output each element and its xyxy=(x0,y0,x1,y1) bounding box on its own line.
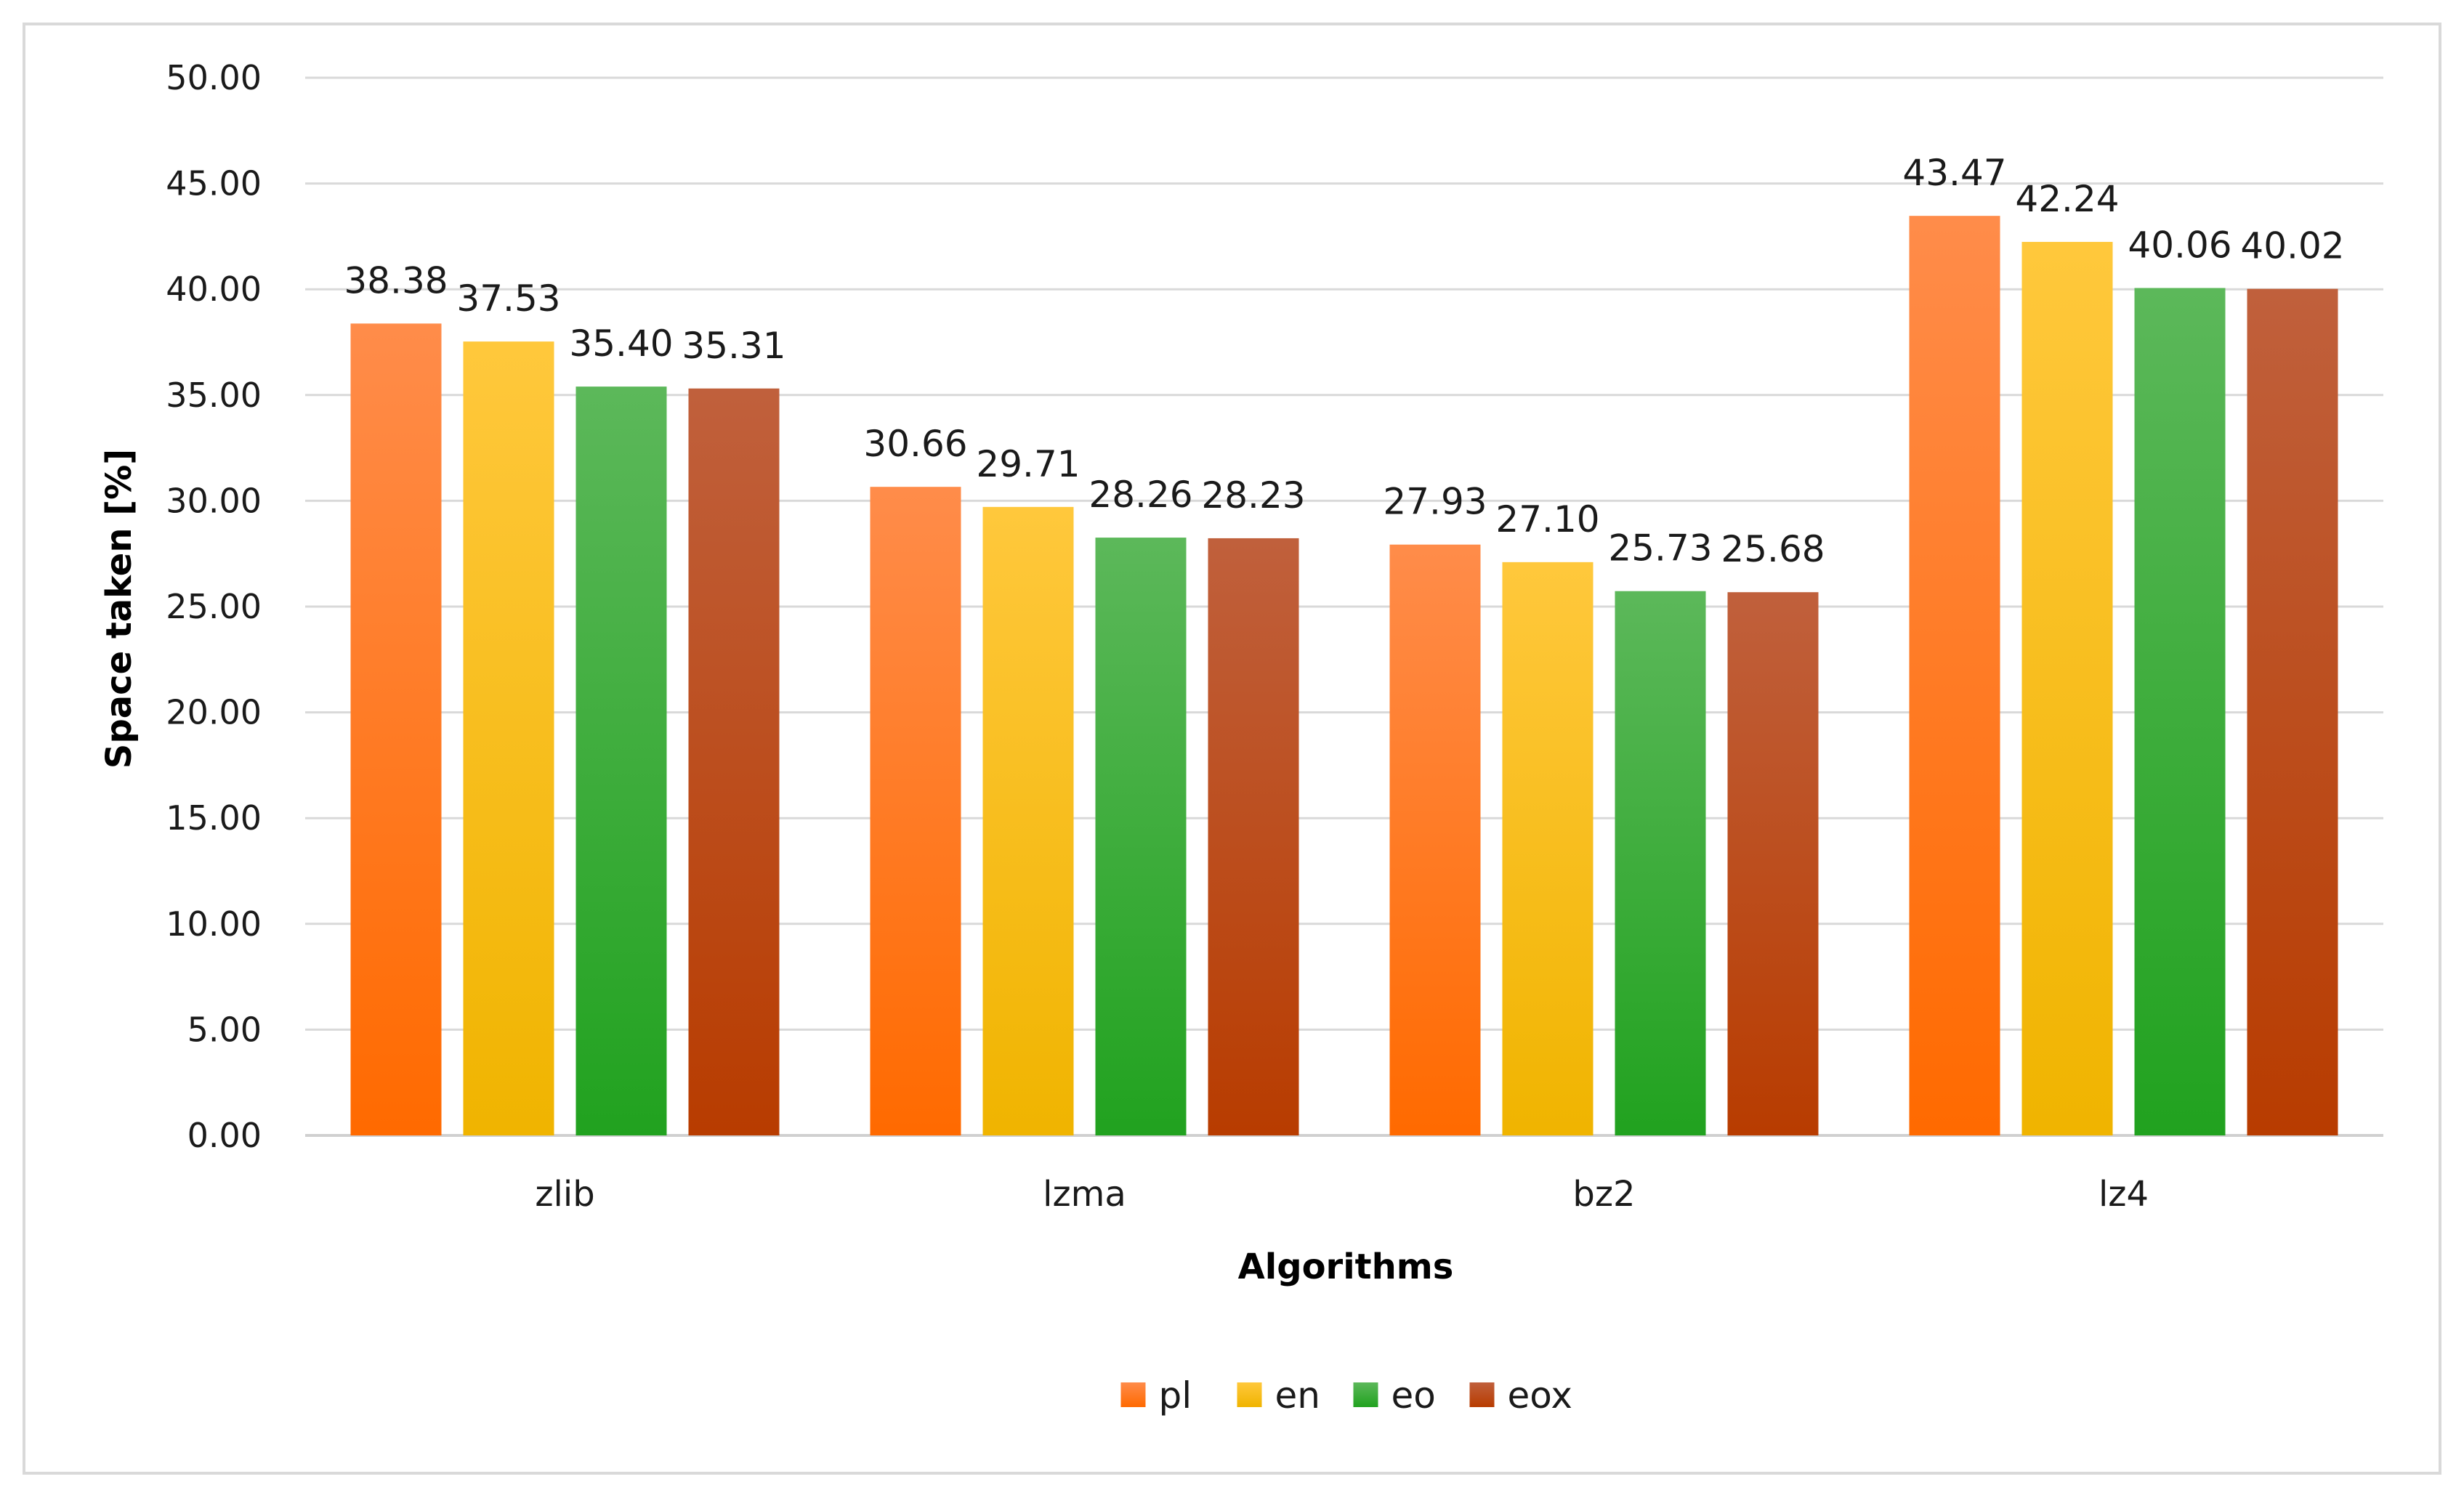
x-category-label: zlib xyxy=(535,1174,594,1215)
y-tick-label: 50.00 xyxy=(166,58,262,97)
y-axis-title: Space taken [%] xyxy=(99,449,140,769)
bar-eox-bz2 xyxy=(1727,592,1819,1135)
data-label-eox-bz2: 25.68 xyxy=(1721,528,1825,570)
bar-eox-zlib xyxy=(688,388,780,1135)
x-category-label: bz2 xyxy=(1572,1174,1635,1215)
legend: pl en eo eox xyxy=(1120,1374,1572,1417)
data-label-en-lzma: 29.71 xyxy=(976,443,1080,485)
y-tick-label: 15.00 xyxy=(166,798,262,838)
legend-label: eo xyxy=(1391,1374,1436,1417)
bar-pl-zlib xyxy=(350,323,442,1135)
bar-eo-lz4 xyxy=(2134,288,2226,1136)
y-axis-ticks: 0.00 5.00 10.00 15.00 20.00 25.00 30.00 35.00 40… xyxy=(166,58,262,1155)
y-tick-label: 20.00 xyxy=(166,693,262,732)
data-label-en-bz2: 27.10 xyxy=(1495,498,1599,540)
y-tick-label: 30.00 xyxy=(166,481,262,520)
bar-en-lzma xyxy=(982,506,1074,1135)
bar-eox-lzma xyxy=(1208,538,1299,1135)
data-label-en-lz4: 42.24 xyxy=(2015,178,2119,220)
x-axis-title: Algorithms xyxy=(1238,1247,1454,1287)
legend-item-eox: eox xyxy=(1469,1374,1572,1417)
bar-eo-bz2 xyxy=(1615,591,1706,1135)
legend-label: eox xyxy=(1508,1374,1572,1417)
data-label-pl-lz4: 43.47 xyxy=(1902,152,2006,194)
data-label-pl-bz2: 27.93 xyxy=(1383,481,1487,523)
data-label-eo-lz4: 40.06 xyxy=(2128,224,2231,266)
y-tick-label: 40.00 xyxy=(166,270,262,309)
data-label-pl-lzma: 30.66 xyxy=(863,423,967,465)
y-tick-label: 45.00 xyxy=(166,164,262,203)
legend-item-eo: eo xyxy=(1353,1374,1436,1417)
y-tick-label: 35.00 xyxy=(166,376,262,415)
legend-label: pl xyxy=(1159,1374,1192,1417)
bar-en-zlib xyxy=(463,341,554,1135)
y-tick-label: 25.00 xyxy=(166,587,262,626)
y-tick-label: 5.00 xyxy=(187,1010,262,1049)
data-label-eo-bz2: 25.73 xyxy=(1608,527,1712,570)
data-label-pl-zlib: 38.38 xyxy=(344,259,448,301)
legend-swatch xyxy=(1469,1382,1495,1407)
legend-swatch xyxy=(1120,1382,1146,1407)
data-label-eox-lz4: 40.02 xyxy=(2240,225,2344,267)
y-tick-label: 0.00 xyxy=(187,1116,262,1155)
data-label-eo-zlib: 35.40 xyxy=(569,323,673,365)
legend-label: en xyxy=(1275,1374,1320,1417)
y-tick-label: 10.00 xyxy=(166,904,262,944)
x-category-label: lzma xyxy=(1043,1174,1126,1215)
legend-item-pl: pl xyxy=(1120,1374,1192,1417)
bar-en-bz2 xyxy=(1502,562,1593,1135)
data-label-eox-zlib: 35.31 xyxy=(682,325,785,367)
legend-swatch xyxy=(1237,1382,1262,1407)
bar-pl-lzma xyxy=(870,487,961,1135)
data-label-en-zlib: 37.53 xyxy=(456,277,560,320)
legend-swatch xyxy=(1353,1382,1378,1407)
bar-pl-lz4 xyxy=(1909,216,2000,1136)
data-label-eo-lzma: 28.26 xyxy=(1088,474,1192,516)
bar-en-lz4 xyxy=(2021,241,2113,1135)
data-label-eox-lzma: 28.23 xyxy=(1201,474,1305,516)
legend-item-en: en xyxy=(1237,1374,1320,1417)
bar-eo-lzma xyxy=(1095,538,1187,1135)
bar-eox-lz4 xyxy=(2247,288,2338,1135)
x-category-label: lz4 xyxy=(2099,1174,2149,1215)
bar-pl-bz2 xyxy=(1389,544,1481,1135)
bar-eo-zlib xyxy=(575,386,667,1135)
bars xyxy=(350,216,2338,1136)
x-axis-categories: zlib lzma bz2 lz4 xyxy=(535,1174,2149,1215)
